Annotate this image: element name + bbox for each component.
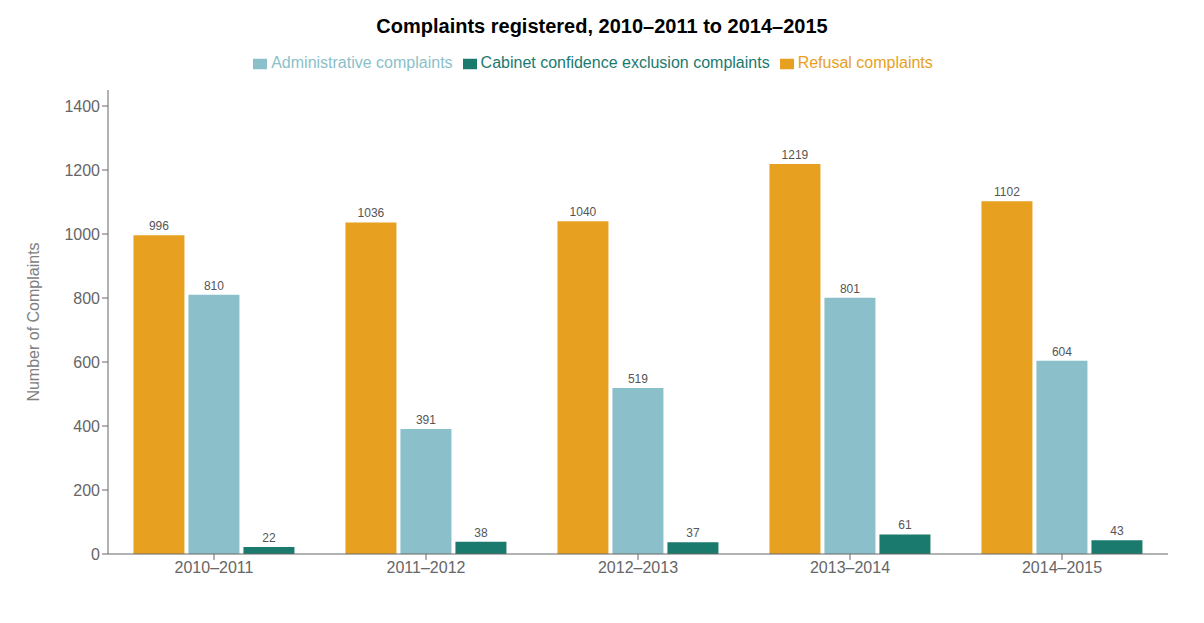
svg-text:1000: 1000 xyxy=(64,226,100,243)
svg-text:200: 200 xyxy=(73,482,100,499)
html-text:Administrative complaints: Administrative complaints xyxy=(271,54,453,71)
svg-text:996: 996 xyxy=(149,219,169,233)
html-text:Cabinet confidence exclusion c: Cabinet confidence exclusion complaints xyxy=(480,54,770,71)
svg-text:800: 800 xyxy=(73,290,100,307)
svg-text:2010–2011: 2010–2011 xyxy=(175,559,254,576)
svg-text:1219: 1219 xyxy=(782,148,809,162)
svg-text:2011–2012: 2011–2012 xyxy=(387,559,466,576)
html-text:Refusal complaints: Refusal complaints xyxy=(797,54,933,71)
svg-text:1036: 1036 xyxy=(358,206,385,220)
svg-text:1200: 1200 xyxy=(64,162,100,179)
svg-text:400: 400 xyxy=(73,418,100,435)
html-text:Complaints registered, 2010–20: Complaints registered, 2010–2011 to 2014… xyxy=(376,15,828,37)
svg-text:801: 801 xyxy=(840,282,860,296)
svg-text:2012–2013: 2012–2013 xyxy=(598,559,678,576)
svg-text:604: 604 xyxy=(1052,345,1072,359)
svg-text:391: 391 xyxy=(416,413,436,427)
svg-text:810: 810 xyxy=(204,279,224,293)
svg-text:2014–2015: 2014–2015 xyxy=(1022,559,1102,576)
svg-text:22: 22 xyxy=(262,531,276,545)
svg-text:1102: 1102 xyxy=(994,185,1020,199)
svg-text:Number of Complaints: Number of Complaints xyxy=(25,242,42,401)
svg-text:519: 519 xyxy=(628,372,648,386)
svg-text:61: 61 xyxy=(898,518,912,532)
svg-text:43: 43 xyxy=(1110,524,1124,538)
svg-text:1040: 1040 xyxy=(570,205,597,219)
svg-text:37: 37 xyxy=(686,526,700,540)
svg-text:38: 38 xyxy=(474,526,488,540)
svg-text:600: 600 xyxy=(73,354,100,371)
svg-text:0: 0 xyxy=(91,546,100,563)
svg-text:2013–2014: 2013–2014 xyxy=(810,559,890,576)
svg-text:1400: 1400 xyxy=(64,98,100,115)
